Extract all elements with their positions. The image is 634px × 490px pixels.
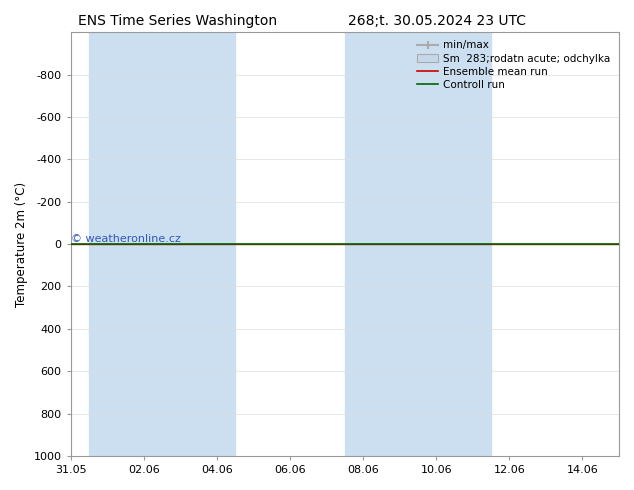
Bar [89,32,162,456]
Text: © weatheronline.cz: © weatheronline.cz [71,234,181,244]
Y-axis label: Temperature 2m (°C): Temperature 2m (°C) [15,181,28,307]
Text: 268;t. 30.05.2024 23 UTC: 268;t. 30.05.2024 23 UTC [349,14,526,28]
Bar [162,32,235,456]
Bar [418,32,491,456]
Text: ENS Time Series Washington: ENS Time Series Washington [78,14,277,28]
Legend: min/max, Sm  283;rodatn acute; odchylka, Ensemble mean run, Controll run: min/max, Sm 283;rodatn acute; odchylka, … [414,37,614,93]
Bar [345,32,418,456]
